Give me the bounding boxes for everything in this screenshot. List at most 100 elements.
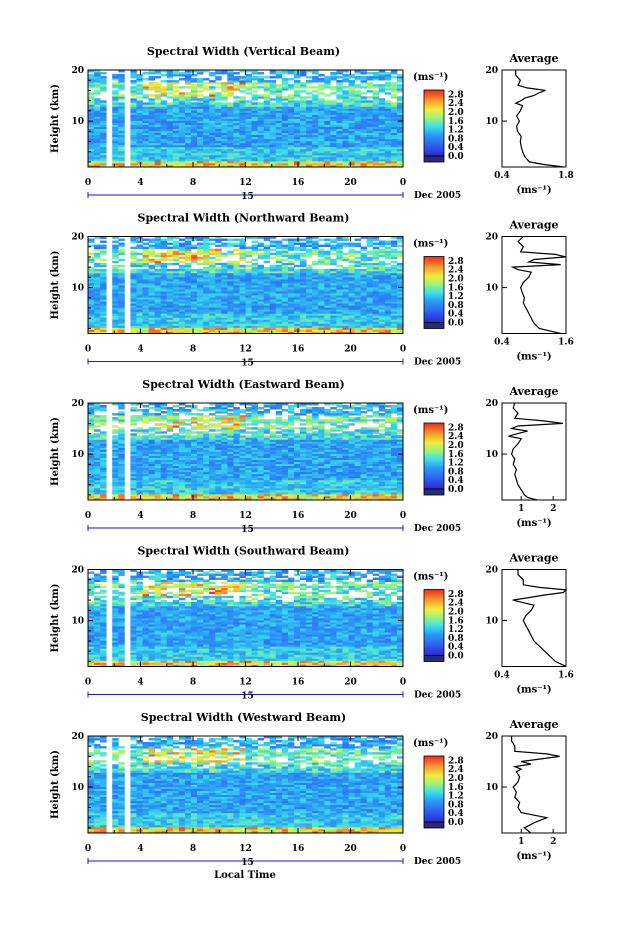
heatmap-cell — [239, 144, 246, 148]
heatmap-cell — [130, 264, 137, 268]
heatmap-cell — [257, 481, 265, 485]
heatmap-cell — [312, 156, 319, 160]
heatmap-cell — [342, 301, 349, 304]
heatmap-cell — [112, 285, 119, 288]
heatmap-cell — [263, 327, 271, 330]
heatmap-cell — [384, 144, 392, 148]
heatmap-cell — [396, 132, 404, 136]
heatmap-cell — [336, 104, 343, 107]
heatmap-cell — [227, 140, 234, 144]
heatmap-cell — [354, 325, 361, 328]
heatmap-cell — [396, 164, 404, 168]
heatmap-cell — [324, 156, 331, 160]
heatmap-cell — [227, 325, 234, 328]
heatmap-cell — [336, 116, 343, 119]
heatmap-cell — [245, 112, 252, 115]
heatmap-cell — [275, 84, 283, 87]
heatmap-cell — [287, 162, 295, 166]
heatmap-cell — [154, 238, 162, 241]
heatmap-cell — [269, 134, 277, 138]
heatmap-cell — [215, 106, 222, 109]
heatmap-cell — [178, 477, 186, 481]
heatmap-cell — [336, 120, 343, 123]
heatmap-cell — [396, 160, 404, 164]
heatmap-cell — [136, 313, 143, 316]
heatmap-cell — [148, 160, 156, 164]
heatmap-cell — [263, 156, 271, 160]
heatmap-cell — [221, 94, 228, 97]
heatmap-cell — [342, 96, 349, 99]
heatmap-cell — [384, 491, 392, 495]
average-x-tick-label: 1.8 — [558, 171, 574, 181]
heatmap-cell — [342, 118, 349, 121]
heatmap-cell — [300, 264, 307, 268]
heatmap-cell — [227, 272, 234, 276]
heatmap-cell — [88, 74, 95, 77]
heatmap-cell — [269, 242, 277, 245]
heatmap-cell — [287, 495, 295, 499]
heatmap-cell — [281, 124, 289, 127]
heatmap-cell — [118, 98, 125, 101]
heatmap-cell — [94, 132, 101, 136]
heatmap-cell — [360, 317, 368, 320]
heatmap-cell — [396, 146, 404, 150]
heatmap-cell — [184, 481, 192, 485]
heatmap-cell — [233, 124, 240, 127]
heatmap-cell — [342, 106, 349, 109]
heatmap-cell — [239, 491, 246, 495]
heatmap-cell — [172, 301, 180, 304]
heatmap-cell — [112, 90, 119, 93]
heatmap-cell — [245, 110, 252, 113]
heatmap-cell — [269, 114, 277, 117]
heatmap-cell — [378, 108, 386, 111]
heatmap-cell — [209, 136, 216, 140]
heatmap-cell — [203, 240, 210, 243]
heatmap-cell — [372, 264, 380, 268]
heatmap-cell — [190, 315, 198, 318]
heatmap-cell — [366, 313, 374, 316]
heatmap-cell — [88, 487, 95, 491]
heatmap-cell — [172, 140, 180, 144]
heatmap-cell — [300, 280, 307, 284]
heatmap-cell — [136, 301, 143, 304]
heatmap-cell — [396, 84, 404, 87]
heatmap-cell — [166, 146, 174, 150]
heatmap-cell — [245, 487, 252, 491]
heatmap-cell — [130, 138, 137, 142]
y-tick-label: 10 — [71, 117, 84, 127]
heatmap-cell — [245, 280, 252, 284]
heatmap-cell — [300, 72, 307, 75]
heatmap-cell — [209, 495, 216, 499]
heatmap-cell — [148, 112, 156, 115]
heatmap-cell — [306, 291, 313, 294]
heatmap-cell — [136, 272, 143, 276]
heatmap-cell — [209, 295, 216, 298]
heatmap-cell — [348, 293, 355, 296]
heatmap-cell — [215, 319, 222, 322]
heatmap-cell — [300, 246, 307, 250]
heatmap-cell — [366, 136, 374, 140]
heatmap-cell — [197, 150, 204, 154]
heatmap-cell — [360, 236, 368, 239]
heatmap-cell — [239, 78, 246, 81]
heatmap-cell — [275, 158, 283, 162]
heatmap-cell — [293, 489, 301, 493]
heatmap-cell — [148, 82, 156, 85]
heatmap-cell — [263, 244, 271, 247]
heatmap-cell — [94, 100, 101, 103]
heatmap-cell — [384, 82, 392, 85]
heatmap-cell — [318, 329, 325, 332]
heatmap-cell — [160, 481, 168, 485]
heatmap-cell — [354, 98, 361, 101]
heatmap-cell — [197, 321, 204, 324]
heatmap-cell — [390, 303, 398, 306]
heatmap-cell — [184, 128, 192, 132]
heatmap-cell — [390, 487, 398, 491]
heatmap-cell — [360, 142, 368, 146]
date-month-year: Dec 2005 — [414, 358, 461, 368]
heatmap-cell — [263, 489, 271, 493]
heatmap-cell — [233, 323, 240, 326]
heatmap-cell — [257, 495, 265, 499]
heatmap-cell — [354, 331, 361, 334]
heatmap-cell — [348, 148, 355, 152]
